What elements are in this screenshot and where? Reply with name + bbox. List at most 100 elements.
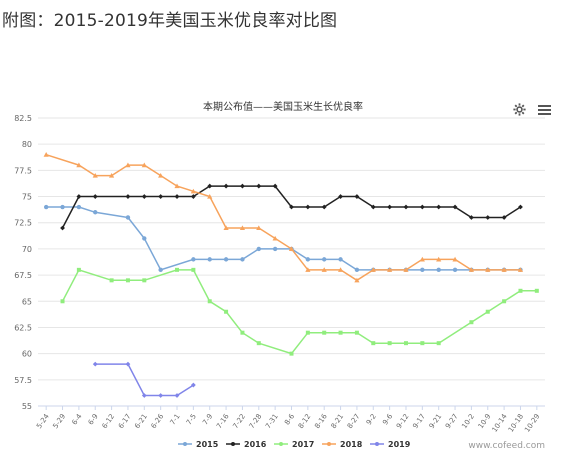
data-point[interactable] [223, 257, 229, 262]
data-point[interactable] [501, 267, 507, 272]
data-point[interactable] [370, 204, 376, 210]
data-point[interactable] [469, 215, 474, 220]
data-point[interactable] [174, 194, 180, 199]
data-point[interactable] [452, 204, 458, 210]
data-point[interactable] [517, 267, 524, 272]
data-point[interactable] [142, 236, 147, 241]
data-point[interactable] [469, 267, 474, 273]
data-point[interactable] [518, 204, 523, 210]
data-point[interactable] [305, 257, 311, 262]
data-point[interactable] [207, 193, 213, 199]
data-point[interactable] [387, 267, 392, 273]
data-point[interactable] [289, 204, 294, 210]
data-point[interactable] [322, 330, 327, 335]
data-point[interactable] [141, 162, 147, 168]
legend-item-2019[interactable]: 2019 [370, 440, 411, 449]
data-point[interactable] [223, 225, 229, 231]
data-point[interactable] [403, 341, 408, 346]
data-point[interactable] [125, 361, 131, 367]
data-point[interactable] [387, 267, 393, 272]
data-point[interactable] [240, 330, 245, 335]
data-point[interactable] [534, 288, 539, 293]
data-point[interactable] [223, 183, 229, 189]
data-point[interactable] [125, 278, 130, 283]
data-point[interactable] [76, 162, 82, 168]
data-point[interactable] [436, 204, 442, 210]
hamburger-menu-icon[interactable] [538, 104, 551, 119]
data-point[interactable] [141, 194, 147, 199]
data-point[interactable] [518, 267, 523, 273]
data-point[interactable] [207, 257, 212, 262]
data-point[interactable] [452, 256, 458, 262]
data-point[interactable] [125, 215, 131, 220]
data-point[interactable] [387, 341, 392, 346]
data-point[interactable] [452, 267, 458, 273]
data-point[interactable] [93, 210, 98, 215]
data-point[interactable] [174, 393, 180, 398]
data-point[interactable] [387, 204, 393, 210]
data-point[interactable] [190, 188, 196, 194]
data-point[interactable] [190, 194, 196, 199]
data-point[interactable] [125, 194, 131, 199]
data-point[interactable] [338, 257, 343, 262]
data-point[interactable] [239, 225, 246, 231]
data-point[interactable] [337, 267, 344, 272]
data-point[interactable] [354, 330, 359, 335]
data-point[interactable] [92, 173, 98, 178]
data-point[interactable] [419, 256, 425, 262]
data-point[interactable] [289, 351, 294, 356]
data-point[interactable] [518, 288, 523, 293]
data-point[interactable] [240, 257, 245, 262]
data-point[interactable] [92, 194, 98, 199]
data-point[interactable] [321, 204, 327, 210]
data-point[interactable] [485, 267, 490, 273]
data-point[interactable] [158, 393, 164, 398]
data-point[interactable] [60, 299, 65, 304]
data-point[interactable] [108, 173, 115, 178]
legend-item-2018[interactable]: 2018 [322, 440, 363, 449]
data-point[interactable] [321, 267, 327, 272]
data-point[interactable] [158, 267, 163, 273]
data-point[interactable] [289, 246, 294, 252]
data-point[interactable] [288, 246, 295, 251]
data-point[interactable] [305, 330, 310, 335]
data-point[interactable] [338, 330, 343, 335]
data-point[interactable] [256, 183, 262, 189]
data-point[interactable] [272, 246, 278, 252]
data-point[interactable] [141, 393, 147, 398]
data-point[interactable] [207, 299, 212, 304]
data-point[interactable] [60, 225, 65, 231]
data-point[interactable] [207, 183, 213, 189]
data-point[interactable] [76, 194, 82, 199]
data-point[interactable] [419, 204, 425, 210]
data-point[interactable] [125, 162, 131, 168]
data-point[interactable] [109, 278, 114, 283]
legend-item-2016[interactable]: 2016 [226, 440, 267, 449]
data-point[interactable] [305, 204, 311, 210]
data-point[interactable] [485, 309, 490, 314]
data-point[interactable] [501, 215, 507, 220]
data-point[interactable] [485, 267, 491, 272]
data-point[interactable] [436, 256, 442, 262]
data-point[interactable] [256, 225, 262, 231]
data-point[interactable] [76, 267, 81, 272]
data-point[interactable] [436, 267, 441, 273]
data-point[interactable] [403, 267, 409, 273]
data-point[interactable] [338, 194, 343, 199]
data-point[interactable] [174, 183, 180, 189]
data-point[interactable] [60, 204, 65, 210]
data-point[interactable] [403, 267, 409, 272]
data-point[interactable] [158, 173, 164, 178]
data-point[interactable] [502, 299, 507, 304]
data-point[interactable] [240, 183, 245, 189]
data-point[interactable] [272, 183, 278, 189]
data-point[interactable] [191, 267, 196, 272]
data-point[interactable] [190, 382, 196, 388]
data-point[interactable] [92, 361, 98, 367]
data-point[interactable] [43, 204, 49, 210]
data-point[interactable] [469, 320, 474, 325]
data-point[interactable] [420, 267, 425, 273]
data-point[interactable] [322, 257, 327, 262]
data-point[interactable] [371, 267, 376, 273]
data-point[interactable] [305, 267, 311, 272]
